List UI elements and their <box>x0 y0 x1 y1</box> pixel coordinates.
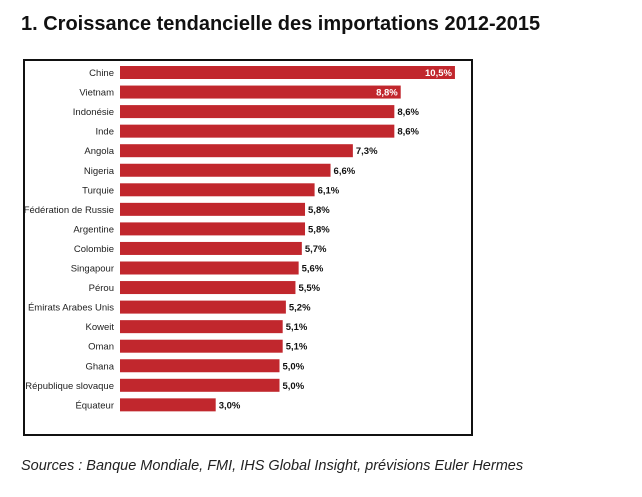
sources-note: Sources : Banque Mondiale, FMI, IHS Glob… <box>21 458 524 474</box>
value-label: 8,6% <box>397 127 419 138</box>
category-label: République slovaque <box>25 381 114 392</box>
value-label: 5,6% <box>302 264 324 275</box>
value-label: 10,5% <box>425 68 452 79</box>
category-label: Koweit <box>85 322 114 333</box>
category-label: Pérou <box>89 283 114 294</box>
category-label: Équateur <box>75 400 114 411</box>
bar <box>120 124 395 138</box>
category-label: Chine <box>89 68 114 79</box>
value-label: 8,8% <box>376 88 398 99</box>
value-label: 3,0% <box>219 400 241 411</box>
value-label: 5,0% <box>283 361 305 372</box>
value-label: 5,8% <box>308 205 330 216</box>
value-label: 6,1% <box>318 185 340 196</box>
value-label: 8,6% <box>397 107 419 118</box>
category-label: Argentine <box>73 224 114 235</box>
bar <box>120 163 331 177</box>
value-label: 5,0% <box>283 381 305 392</box>
category-label: Angola <box>84 146 114 157</box>
value-label: 5,1% <box>286 322 308 333</box>
chart-title: 1. Croissance tendancielle des importati… <box>21 13 541 35</box>
bar <box>120 183 315 197</box>
value-label: 5,7% <box>305 244 327 255</box>
category-label: Oman <box>88 342 114 353</box>
bar <box>120 300 286 314</box>
bar-chart: Chine 10,5% Vietnam 8,8% Indonésie 8,6% Inde 8,… <box>25 66 455 412</box>
bar <box>120 85 401 99</box>
bar <box>120 202 306 216</box>
value-label: 5,5% <box>298 283 320 294</box>
category-label: Vietnam <box>79 88 114 99</box>
bar <box>120 261 299 275</box>
value-label: 5,8% <box>308 224 330 235</box>
bar <box>120 339 283 353</box>
category-label: Colombie <box>74 244 114 255</box>
value-label: 5,1% <box>286 342 308 353</box>
chart-frame: Chine 10,5% Vietnam 8,8% Indonésie 8,6% Inde 8,… <box>23 59 473 436</box>
bar <box>120 378 280 392</box>
bar <box>120 359 280 373</box>
bar <box>120 281 296 295</box>
value-label: 6,6% <box>334 166 356 177</box>
category-label: Turquie <box>82 185 114 196</box>
category-label: Inde <box>96 127 115 138</box>
bar <box>120 398 216 412</box>
bar <box>120 105 395 119</box>
bar <box>120 222 306 236</box>
category-label: Indonésie <box>73 107 114 118</box>
category-label: Fédération de Russie <box>25 205 114 216</box>
value-label: 5,2% <box>289 303 311 314</box>
value-label: 7,3% <box>356 146 378 157</box>
bar <box>120 144 353 158</box>
category-label: Singapour <box>71 264 114 275</box>
bar <box>120 241 302 255</box>
category-label: Nigeria <box>84 166 115 177</box>
bar <box>120 320 283 334</box>
category-label: Émirats Arabes Unis <box>28 303 114 314</box>
bar <box>120 66 455 79</box>
category-label: Ghana <box>85 361 114 372</box>
